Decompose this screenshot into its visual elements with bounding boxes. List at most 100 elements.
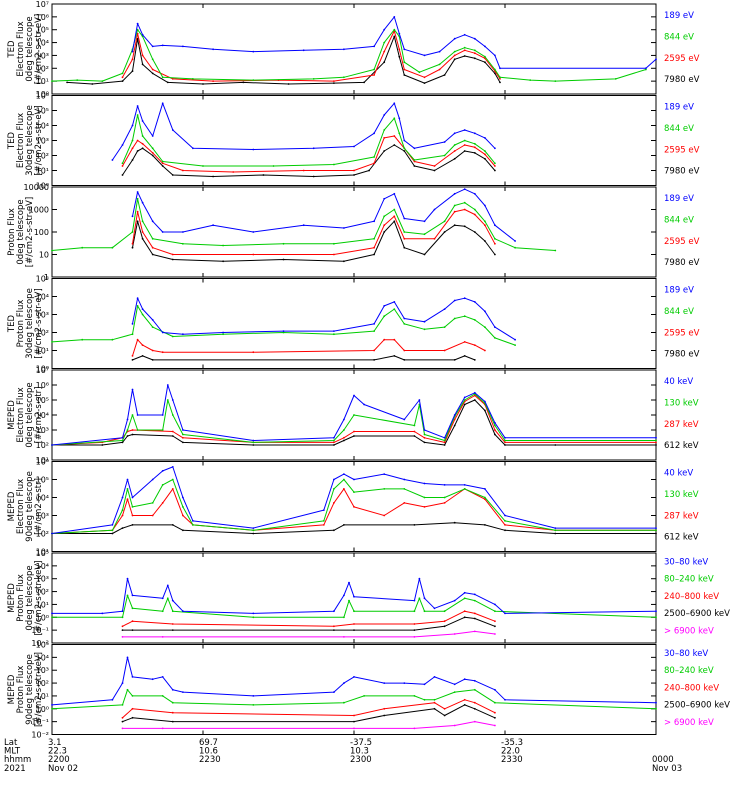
data-point xyxy=(161,162,164,165)
data-point xyxy=(443,714,446,717)
data-point xyxy=(484,496,486,499)
y-tick-label: 10⁴ xyxy=(36,39,49,48)
time-axis-row-label: Lat xyxy=(4,738,18,748)
y-tick-label: 10² xyxy=(36,679,49,688)
data-point xyxy=(363,81,365,84)
legend-entry: 2595 eV xyxy=(664,237,700,247)
data-point xyxy=(282,330,285,332)
y-axis-label: [#/cm2-s-str-eV] xyxy=(25,197,35,267)
data-point xyxy=(192,520,194,522)
y-tick-label: 10⁻² xyxy=(31,639,49,648)
data-point xyxy=(343,636,345,638)
data-point xyxy=(494,603,496,606)
data-point xyxy=(101,80,104,82)
legend-entry: 40 keV xyxy=(664,377,693,387)
data-point xyxy=(111,338,114,341)
data-point xyxy=(111,529,114,532)
data-point xyxy=(192,147,194,150)
data-point xyxy=(353,727,355,730)
data-point xyxy=(161,727,164,730)
data-point xyxy=(252,527,255,529)
legend-entry: 2595 eV xyxy=(664,328,700,338)
data-point xyxy=(141,54,144,57)
data-point xyxy=(343,594,345,597)
legend-entry: 612 keV xyxy=(664,441,699,451)
data-point xyxy=(141,355,144,357)
data-point xyxy=(443,502,446,504)
y-tick-label: 10² xyxy=(36,329,49,338)
data-point xyxy=(484,150,486,152)
data-point xyxy=(473,344,476,346)
data-point xyxy=(333,439,335,442)
data-point xyxy=(161,165,164,167)
data-point xyxy=(463,704,466,706)
data-point xyxy=(393,102,396,105)
data-point xyxy=(494,337,496,339)
data-point xyxy=(121,514,124,517)
y-tick-label: 10³ xyxy=(36,512,49,521)
data-point xyxy=(192,78,194,80)
data-point xyxy=(403,147,406,150)
data-point xyxy=(383,707,386,710)
data-point xyxy=(141,344,144,346)
y-axis-label: MEPED xyxy=(7,674,17,704)
data-point xyxy=(131,620,134,623)
data-point xyxy=(443,326,446,328)
data-point xyxy=(151,349,154,352)
data-point xyxy=(343,76,345,79)
data-point xyxy=(494,433,496,436)
data-point xyxy=(463,129,466,131)
data-point xyxy=(383,197,386,200)
data-point xyxy=(161,44,164,47)
data-point xyxy=(413,610,416,613)
data-point xyxy=(136,305,139,307)
data-point xyxy=(131,70,134,72)
y-axis-label: [#/cm2-s-str] xyxy=(34,387,44,444)
data-point xyxy=(554,532,557,535)
y-axis-label: Proton Flux xyxy=(7,208,17,256)
data-point xyxy=(151,135,154,137)
data-point xyxy=(443,141,446,143)
y-tick-label: 10³ xyxy=(36,426,49,435)
data-point xyxy=(287,83,290,85)
data-point xyxy=(171,174,174,176)
data-point xyxy=(463,188,466,191)
data-point xyxy=(171,599,174,602)
data-point xyxy=(398,117,401,120)
data-point xyxy=(473,301,476,303)
data-point xyxy=(141,201,144,204)
data-point xyxy=(494,68,496,71)
data-point xyxy=(554,249,557,252)
data-point xyxy=(463,399,466,401)
data-point xyxy=(131,506,134,508)
data-point xyxy=(171,253,174,256)
data-point xyxy=(353,169,355,172)
data-point xyxy=(161,160,164,163)
legend-entry: 2595 eV xyxy=(664,145,700,155)
data-point xyxy=(81,246,84,249)
data-point xyxy=(393,338,396,341)
data-point xyxy=(171,610,174,613)
data-point xyxy=(383,682,386,684)
data-point xyxy=(333,330,335,332)
legend-entry: > 6900 keV xyxy=(664,626,714,636)
data-point xyxy=(494,711,496,714)
data-point xyxy=(473,617,476,620)
y-tick-label: 10³ xyxy=(36,137,49,146)
data-point xyxy=(423,482,426,485)
series-line xyxy=(122,144,496,177)
data-point xyxy=(443,436,446,439)
legend-entry: 30–80 keV xyxy=(664,649,708,659)
data-point xyxy=(182,333,184,336)
data-point xyxy=(171,524,174,526)
data-point xyxy=(453,418,456,421)
data-point xyxy=(473,707,476,710)
data-point xyxy=(161,76,164,79)
data-point xyxy=(252,439,255,442)
data-point xyxy=(202,83,204,85)
data-point xyxy=(443,625,446,628)
data-point xyxy=(161,231,164,233)
data-point xyxy=(161,429,164,431)
data-point xyxy=(655,707,657,710)
data-point xyxy=(171,623,174,625)
